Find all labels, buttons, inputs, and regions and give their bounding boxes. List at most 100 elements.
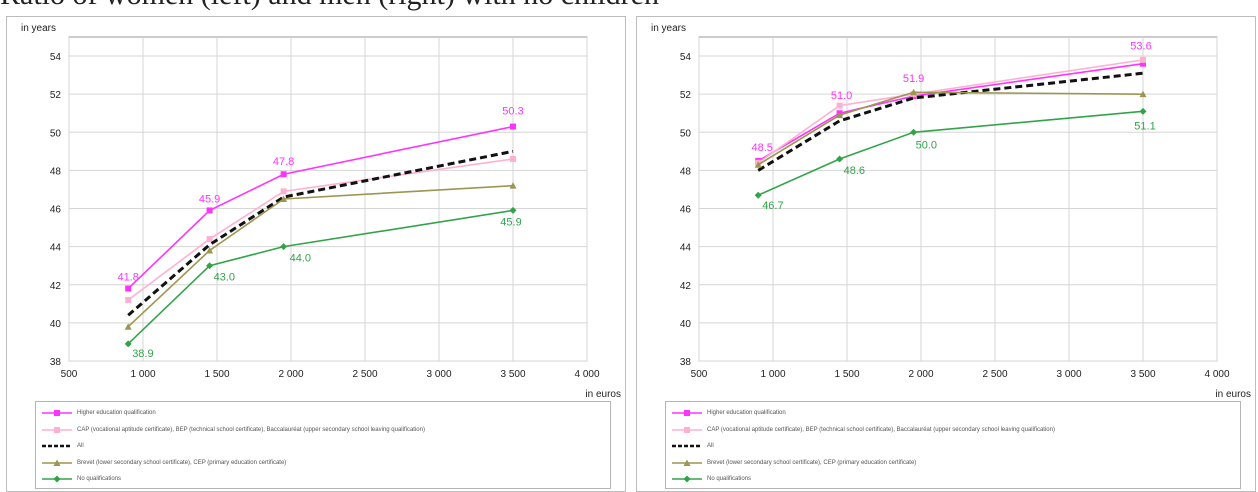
- data-point: [280, 188, 287, 195]
- series-no-qualifications: 38.9 43.0 44.0 45.9: [124, 206, 522, 360]
- series-all: [757, 71, 1144, 172]
- y-tick-label: 44: [680, 243, 692, 254]
- data-point: [280, 243, 288, 251]
- data-point: [836, 102, 843, 109]
- data-point: [754, 161, 762, 168]
- legend-swatch: [42, 426, 72, 433]
- chart-panel-right: 38 40 42 44 46 48 50 52 54 500 1 000 1 500 2 000 2 50…: [636, 16, 1256, 492]
- data-label: 47.8: [273, 156, 294, 168]
- data-point: [206, 246, 214, 254]
- data-point: [754, 191, 762, 199]
- legend-swatch: [672, 444, 702, 448]
- legend-label: No qualifications: [707, 476, 752, 482]
- series-line: [127, 209, 514, 345]
- y-tick-label: 52: [680, 90, 692, 101]
- series-line: [127, 149, 514, 317]
- data-label: 38.9: [132, 348, 153, 360]
- data-label: 50.3: [502, 106, 523, 118]
- x-tick-label: 1 500: [204, 369, 229, 380]
- y-axis-label: in years: [651, 23, 686, 34]
- data-label: 45.9: [500, 216, 521, 228]
- legend-label: Higher education qualification: [77, 410, 156, 416]
- y-tick-label: 50: [680, 128, 692, 139]
- x-tick-label: 3 500: [1130, 369, 1155, 380]
- data-label: 48.5: [751, 142, 772, 154]
- series-brevet-lower-secondary-school-certificat: [754, 88, 1147, 168]
- data-point: [509, 182, 517, 189]
- x-tick-label: 2 500: [982, 369, 1007, 380]
- legend-marker: [684, 426, 690, 433]
- x-tick-label: 1 500: [834, 369, 859, 380]
- data-label: 44.0: [290, 253, 311, 265]
- y-tick-label: 42: [50, 281, 62, 292]
- data-point: [206, 262, 214, 270]
- data-point: [206, 207, 213, 214]
- x-tick-label: 3 000: [426, 369, 451, 380]
- legend-label: Higher education qualification: [707, 410, 786, 416]
- series-line: [127, 184, 514, 328]
- legend-swatch: [672, 410, 702, 416]
- series-line: [757, 91, 1144, 166]
- legend-marker: [53, 459, 61, 466]
- y-tick-label: 40: [680, 319, 692, 330]
- data-label: 51.9: [903, 73, 924, 85]
- legend-marker: [54, 426, 60, 433]
- y-tick-label: 54: [680, 52, 692, 63]
- y-tick-label: 40: [50, 319, 62, 330]
- legend-swatch: [42, 475, 72, 483]
- legend-swatch: [42, 459, 72, 466]
- legend-marker: [54, 410, 60, 416]
- legend-label: No qualifications: [77, 476, 122, 482]
- legend-item-brevet-lower-secondary-school-certificat: Brevet (lower secondary school certifica…: [672, 456, 916, 470]
- legend-item-all: All: [42, 439, 84, 453]
- data-point: [510, 155, 516, 162]
- legend-item-no-qualifications: No qualifications: [672, 472, 751, 486]
- series-higher-education-qualification: 48.5 51.0 51.9 53.6: [751, 41, 1152, 164]
- data-point: [280, 195, 288, 202]
- data-point: [510, 123, 516, 130]
- data-point: [125, 297, 132, 304]
- data-label: 53.6: [1130, 41, 1151, 53]
- y-tick-label: 38: [50, 357, 62, 368]
- legend-left: Higher education qualification CAP (vocat…: [35, 401, 611, 489]
- series-higher-education-qualification: 41.8 45.9 47.8 50.3: [117, 106, 524, 292]
- series-line: [757, 71, 1144, 172]
- y-tick-label: 46: [50, 205, 62, 216]
- line-chart-right: 38 40 42 44 46 48 50 52 54 500 1 000 1 500 2 000 2 50…: [651, 23, 1251, 400]
- x-axis-label: in euros: [585, 389, 621, 400]
- series-line: [757, 59, 1144, 164]
- y-tick-label: 44: [50, 243, 62, 254]
- legend-swatch: [42, 444, 72, 448]
- legend-item-cap-vocational-aptitude-certificate-bep-: CAP (vocational aptitude certificate), B…: [42, 423, 425, 437]
- x-tick-label: 2 000: [278, 369, 303, 380]
- legend-swatch: [672, 459, 702, 466]
- figure-caption: Ratio of women (left) and men (right) wi…: [0, 0, 1258, 18]
- data-point: [124, 323, 132, 330]
- data-point: [206, 236, 213, 243]
- data-label: 51.1: [1134, 120, 1155, 132]
- x-tick-label: 1 000: [130, 369, 155, 380]
- legend-label: CAP (vocational aptitude certificate), B…: [707, 426, 1055, 433]
- data-point: [124, 340, 132, 348]
- data-label: 45.9: [199, 193, 220, 205]
- legend-item-no-qualifications: No qualifications: [42, 472, 121, 486]
- data-point: [836, 111, 844, 119]
- series-all: [127, 149, 514, 317]
- data-label: 48.6: [844, 165, 865, 177]
- data-label: 51.0: [831, 90, 852, 102]
- y-tick-label: 38: [680, 357, 692, 368]
- legend-marker: [53, 475, 61, 483]
- plot-area: [698, 36, 1218, 362]
- data-point: [280, 171, 287, 178]
- legend-swatch: [672, 426, 702, 433]
- legend-item-cap-vocational-aptitude-certificate-bep-: CAP (vocational aptitude certificate), B…: [672, 423, 1055, 437]
- series-no-qualifications: 46.7 48.6 50.0 51.1: [754, 107, 1156, 212]
- x-tick-label: 4 000: [574, 369, 599, 380]
- x-tick-label: 2 500: [352, 369, 377, 380]
- x-axis-label: in euros: [1215, 389, 1251, 400]
- chart-panel-left: 38 40 42 44 46 48 50 52 54 500 1 000 1 500 2 000 2 50…: [6, 16, 626, 492]
- legend-label: All: [77, 443, 84, 449]
- data-point: [1140, 56, 1146, 63]
- legend-label: Brevet (lower secondary school certifica…: [77, 459, 287, 466]
- x-tick-label: 2 000: [908, 369, 933, 380]
